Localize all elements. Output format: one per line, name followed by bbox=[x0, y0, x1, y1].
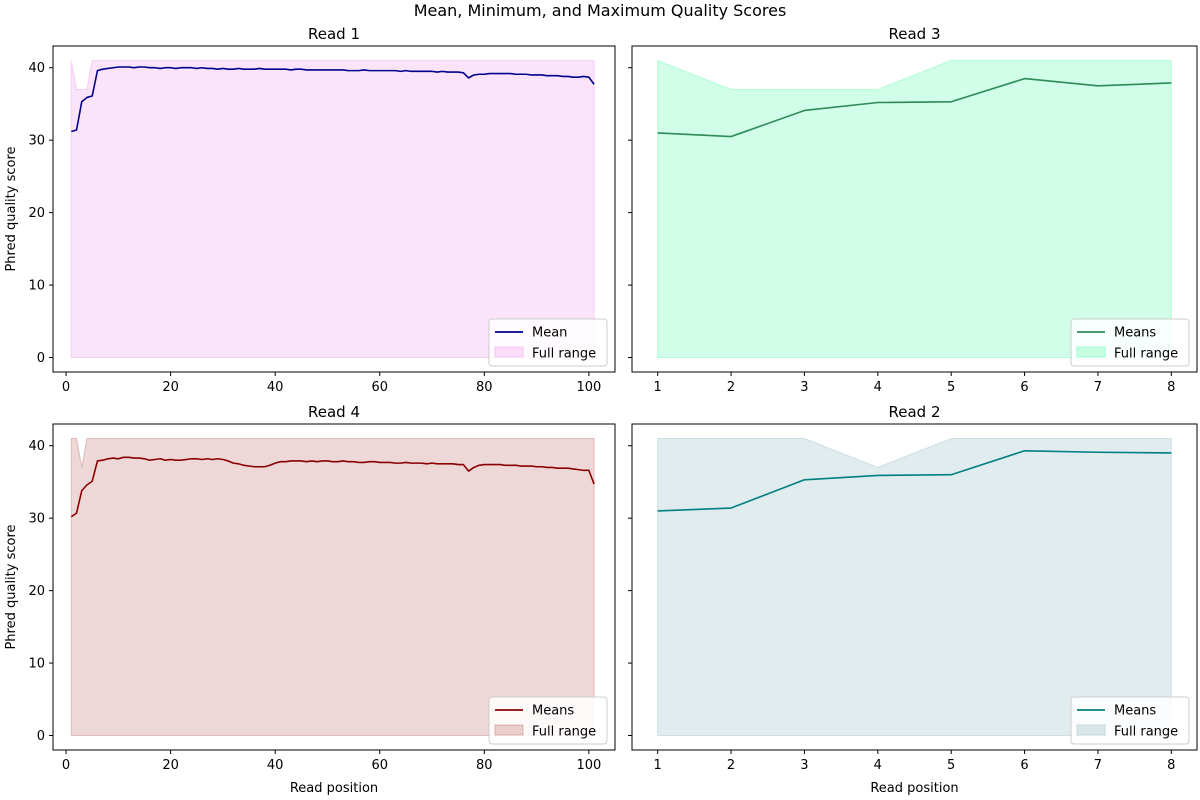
y-axis-label: Phred quality score bbox=[4, 146, 19, 271]
legend-mean-label: Means bbox=[1114, 326, 1156, 341]
y-tick-label: 40 bbox=[28, 61, 45, 76]
legend-mean-label: Means bbox=[532, 704, 574, 719]
panel-title: Read 4 bbox=[308, 403, 360, 421]
legend-box bbox=[1070, 696, 1190, 745]
full-range-band bbox=[657, 437, 1172, 737]
x-axis-label: Read position bbox=[290, 781, 378, 796]
x-tick-label: 40 bbox=[267, 380, 284, 395]
panel-read-3: 1 2 3 4 5 6 7 8 Read 3 Means Full range bbox=[628, 25, 1198, 395]
x-tick-label: 8 bbox=[1167, 758, 1175, 773]
axes-frame bbox=[631, 423, 1198, 751]
legend-mean-label: Means bbox=[1114, 704, 1156, 719]
full-range-band bbox=[70, 59, 595, 359]
legend-range-label: Full range bbox=[532, 725, 596, 740]
x-tick-label: 1 bbox=[654, 380, 662, 395]
legend-range-swatch bbox=[1076, 724, 1106, 736]
x-tick-label: 6 bbox=[1020, 758, 1028, 773]
legend-range-swatch bbox=[1076, 346, 1106, 358]
y-axis-label: Phred quality score bbox=[4, 524, 19, 649]
y-tick-label: 40 bbox=[28, 439, 45, 454]
y-tick-label: 20 bbox=[28, 584, 45, 599]
y-tick-label: 0 bbox=[37, 351, 45, 366]
y-tick-label: 10 bbox=[28, 279, 45, 294]
x-tick-label: 6 bbox=[1020, 380, 1028, 395]
x-tick-label: 7 bbox=[1094, 380, 1102, 395]
axes-frame bbox=[631, 45, 1198, 373]
axes-frame bbox=[52, 423, 616, 751]
x-tick-label: 5 bbox=[947, 380, 955, 395]
x-tick-label: 8 bbox=[1167, 380, 1175, 395]
y-tick-label: 10 bbox=[28, 657, 45, 672]
x-tick-label: 3 bbox=[800, 758, 808, 773]
panel-read-1: 0 20 40 60 80 100 0 10 20 30 40 Read 1 Phred quality… bbox=[4, 25, 616, 395]
mean-line bbox=[657, 449, 1172, 512]
legend-range-label: Full range bbox=[1114, 725, 1178, 740]
x-tick-label: 100 bbox=[576, 758, 601, 773]
x-tick-label: 7 bbox=[1094, 758, 1102, 773]
x-tick-label: 100 bbox=[576, 380, 601, 395]
mean-line bbox=[71, 66, 595, 133]
legend-box bbox=[1070, 318, 1190, 367]
axes-frame bbox=[52, 45, 616, 373]
y-tick-label: 20 bbox=[28, 206, 45, 221]
x-tick-label: 20 bbox=[162, 758, 179, 773]
panel-read-4: 0 20 40 60 80 100 0 10 20 30 40 Read 4 Phred quality… bbox=[4, 403, 616, 796]
full-range-band bbox=[70, 437, 595, 737]
panel-title: Read 3 bbox=[888, 25, 940, 43]
y-tick-label: 0 bbox=[37, 729, 45, 744]
x-tick-label: 2 bbox=[727, 758, 735, 773]
x-tick-label: 20 bbox=[162, 380, 179, 395]
x-tick-label: 1 bbox=[654, 758, 662, 773]
x-tick-label: 3 bbox=[800, 380, 808, 395]
x-tick-label: 4 bbox=[874, 380, 882, 395]
x-tick-label: 2 bbox=[727, 380, 735, 395]
legend-mean-label: Mean bbox=[532, 326, 567, 341]
x-tick-label: 5 bbox=[947, 758, 955, 773]
mean-line bbox=[70, 456, 595, 518]
full-range-band bbox=[657, 59, 1172, 359]
x-tick-label: 4 bbox=[874, 758, 882, 773]
figure-title: Mean, Minimum, and Maximum Quality Score… bbox=[414, 1, 787, 20]
legend-box bbox=[488, 318, 608, 367]
legend-box bbox=[488, 696, 608, 745]
x-tick-label: 0 bbox=[62, 758, 70, 773]
panel-read-2: 1 2 3 4 5 6 7 8 Read 2 Read position Means Full ran… bbox=[628, 403, 1198, 796]
legend-range-label: Full range bbox=[1114, 347, 1178, 362]
legend-range-swatch bbox=[494, 346, 524, 358]
x-tick-label: 40 bbox=[267, 758, 284, 773]
mean-line bbox=[657, 77, 1172, 138]
x-axis-label: Read position bbox=[870, 781, 958, 796]
x-tick-label: 80 bbox=[476, 758, 493, 773]
panel-title: Read 2 bbox=[888, 403, 940, 421]
legend-range-label: Full range bbox=[532, 347, 596, 362]
x-tick-label: 60 bbox=[371, 758, 388, 773]
x-tick-label: 80 bbox=[476, 380, 493, 395]
y-tick-label: 30 bbox=[28, 134, 45, 149]
x-tick-label: 0 bbox=[62, 380, 70, 395]
x-tick-label: 60 bbox=[371, 380, 388, 395]
y-tick-label: 30 bbox=[28, 512, 45, 527]
legend-range-swatch bbox=[494, 724, 524, 736]
panel-title: Read 1 bbox=[308, 25, 360, 43]
